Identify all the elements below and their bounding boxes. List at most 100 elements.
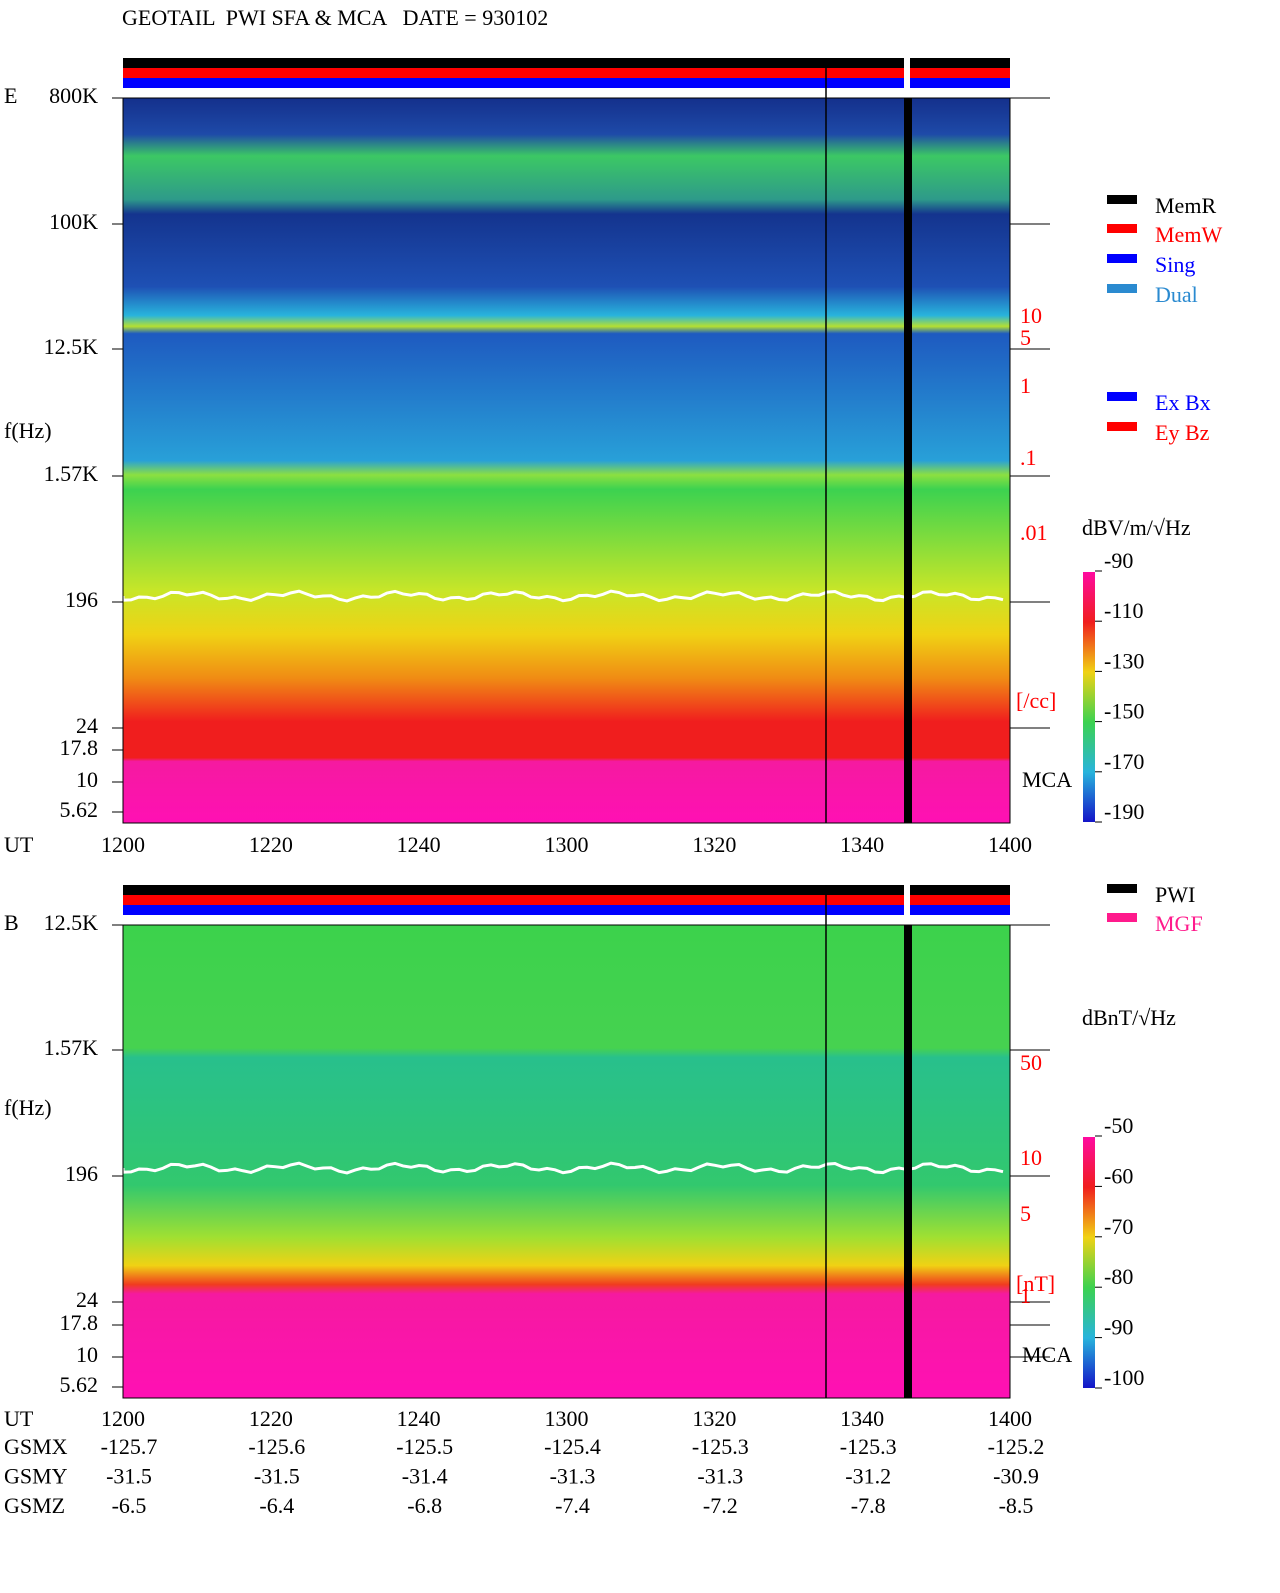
status-bar: [123, 68, 1010, 78]
orbit-value: -125.3: [840, 1434, 897, 1459]
x-tick-label: 1240: [397, 832, 441, 857]
orbit-value: -31.4: [402, 1464, 448, 1489]
orbit-value: -31.5: [106, 1464, 152, 1489]
orbit-value: -125.4: [544, 1434, 601, 1459]
orbit-value: -125.6: [248, 1434, 305, 1459]
y-tick-label: 196: [65, 587, 98, 612]
orbit-value: -125.5: [396, 1434, 453, 1459]
y-tick-label: 196: [65, 1161, 98, 1186]
y-tick-label: 1.57K: [44, 1035, 99, 1060]
x-tick-label: 1320: [692, 1406, 736, 1431]
density-label: .01: [1020, 520, 1048, 545]
status-bar: [123, 885, 1010, 895]
legend-swatch: [1107, 422, 1137, 431]
legend-swatch: [1107, 195, 1137, 204]
colorbar-tick-label: -110: [1104, 598, 1144, 623]
orbit-value: -31.5: [254, 1464, 300, 1489]
unit-label: dBV/m/√Hz: [1082, 515, 1191, 540]
x-tick-label: 1340: [840, 832, 884, 857]
orbit-value: -6.8: [407, 1493, 442, 1518]
orbit-label: GSMY: [4, 1464, 68, 1489]
frame: [122, 97, 1011, 824]
x-tick-label: 1340: [840, 1406, 884, 1431]
y-tick-label: 800K: [49, 83, 98, 108]
orbit-value: -7.8: [851, 1493, 886, 1518]
x-tick-label: 1220: [249, 1406, 293, 1431]
colorbar-tick-label: -150: [1104, 699, 1144, 724]
status-bar: [904, 885, 910, 915]
spectrogram: [123, 98, 1010, 823]
data-gap: [904, 925, 912, 1398]
legend-swatch: [1107, 284, 1137, 293]
y-tick-label: 12.5K: [44, 910, 99, 935]
legend-label: MGF: [1155, 911, 1203, 936]
colorbar: [1083, 572, 1095, 822]
orbit-label: GSMZ: [4, 1493, 65, 1518]
y-axis-label: f(Hz): [4, 1095, 52, 1120]
x-axis-label: UT: [4, 832, 34, 857]
panel-label: E: [4, 83, 17, 108]
x-tick-label: 1400: [988, 832, 1032, 857]
x-tick-label: 1300: [545, 1406, 589, 1431]
colorbar-tick-label: -90: [1104, 1315, 1133, 1340]
x-tick-label: 1300: [545, 832, 589, 857]
density-label: 50: [1020, 1050, 1042, 1075]
y-tick-label: 12.5K: [44, 334, 99, 359]
legend-label: PWI: [1155, 882, 1195, 907]
colorbar-tick-label: -130: [1104, 648, 1144, 673]
x-tick-label: 1320: [692, 832, 736, 857]
spectrogram: [123, 925, 1010, 1398]
x-axis-label: UT: [4, 1406, 34, 1431]
orbit-value: -6.4: [259, 1493, 294, 1518]
orbit-value: -125.7: [101, 1434, 158, 1459]
density-label: 1: [1020, 373, 1031, 398]
colorbar-tick-label: -170: [1104, 749, 1144, 774]
status-bar: [123, 78, 1010, 88]
colorbar-tick-label: -190: [1104, 799, 1144, 824]
title: GEOTAIL PWI SFA & MCA DATE = 930102: [122, 5, 548, 30]
orbit-value: -7.4: [555, 1493, 590, 1518]
colorbar-tick-label: -100: [1104, 1365, 1144, 1390]
y-tick-label: 17.8: [60, 1310, 99, 1335]
legend-label: Dual: [1155, 282, 1198, 307]
y-tick-label: 100K: [49, 209, 98, 234]
orbit-value: -8.5: [999, 1493, 1034, 1518]
y-tick-label: 5.62: [60, 1372, 99, 1397]
x-tick-label: 1400: [988, 1406, 1032, 1431]
colorbar: [1083, 1137, 1095, 1388]
x-tick-label: 1200: [101, 832, 145, 857]
legend-swatch: [1107, 884, 1137, 893]
frame: [122, 924, 1011, 1399]
panel-label: B: [4, 910, 19, 935]
colorbar-tick-label: -60: [1104, 1163, 1133, 1188]
mca-label: MCA: [1022, 1342, 1072, 1367]
x-tick-label: 1220: [249, 832, 293, 857]
colorbar-tick-label: -90: [1104, 548, 1133, 573]
orbit-value: -6.5: [112, 1493, 147, 1518]
colorbar-tick-label: -80: [1104, 1264, 1133, 1289]
orbit-label: GSMX: [4, 1434, 68, 1459]
legend-label: Ey Bz: [1155, 420, 1210, 445]
y-tick-label: 10: [76, 1342, 98, 1367]
orbit-value: -125.3: [692, 1434, 749, 1459]
unit-label: dBnT/√Hz: [1082, 1005, 1176, 1030]
y-tick-label: 10: [76, 767, 98, 792]
orbit-value: -7.2: [703, 1493, 738, 1518]
x-tick-label: 1240: [397, 1406, 441, 1431]
status-bar: [123, 895, 1010, 905]
legend-label: MemR: [1155, 193, 1216, 218]
density-label: 5: [1020, 325, 1031, 350]
orbit-value: -31.3: [697, 1464, 743, 1489]
legend-label: Ex Bx: [1155, 390, 1211, 415]
mca-label: MCA: [1022, 767, 1072, 792]
legend-swatch: [1107, 392, 1137, 401]
status-bar: [123, 905, 1010, 915]
density-label: 10: [1020, 1145, 1042, 1170]
legend-swatch: [1107, 254, 1137, 263]
orbit-value: -30.9: [993, 1464, 1039, 1489]
y-tick-label: 5.62: [60, 797, 99, 822]
density-label: 1: [1020, 1283, 1031, 1308]
legend-label: MemW: [1155, 222, 1222, 247]
orbit-value: -31.2: [845, 1464, 891, 1489]
